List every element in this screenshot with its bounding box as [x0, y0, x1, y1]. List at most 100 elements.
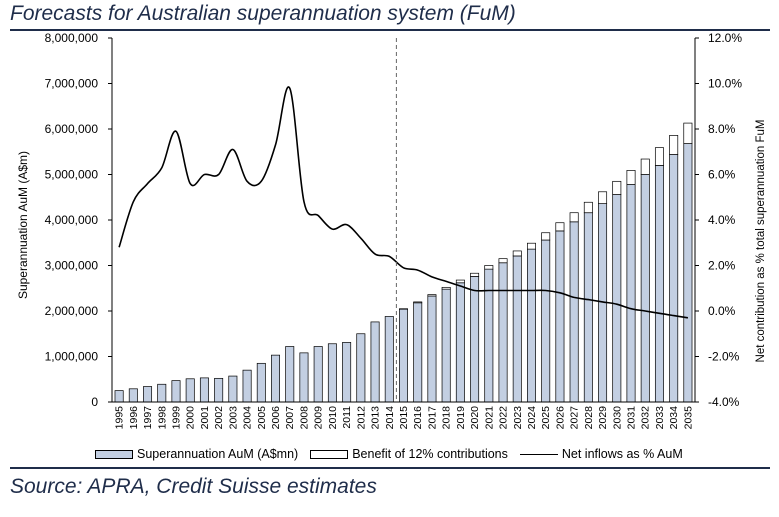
x-tick-label: 2035: [682, 406, 694, 430]
x-tick-label: 2005: [256, 406, 268, 430]
bar-aum: [114, 390, 124, 403]
y-tick-label: 1,000,000: [45, 350, 99, 364]
bar-benefit: [527, 242, 536, 250]
bar-aum: [214, 377, 224, 403]
bar-aum: [470, 276, 480, 403]
title-rule: [10, 29, 770, 31]
y-axis-label: Superannuation AuM (A$m): [16, 151, 30, 299]
bar-benefit: [413, 301, 423, 304]
x-tick-label: 2022: [498, 406, 510, 430]
bar-aum: [399, 308, 408, 403]
legend-swatch-inflows: [519, 453, 558, 455]
x-tick-label: 2024: [526, 406, 538, 430]
bar-aum: [356, 333, 366, 403]
x-tick-label: 2033: [654, 406, 666, 430]
x-tick-label: 2025: [540, 406, 552, 430]
y2-axis-label: Net contribution as % total superannuati…: [755, 120, 767, 363]
x-tick-label: 2031: [626, 406, 638, 430]
legend-label-inflows: Net inflows as % AuM: [561, 447, 683, 461]
bar-benefit: [669, 135, 679, 155]
y-tick-label: 3,000,000: [45, 259, 99, 273]
bar-aum: [626, 184, 636, 403]
x-tick-label: 2013: [370, 406, 382, 430]
x-tick-label: 1995: [114, 406, 126, 430]
chart-area: 0 1,000,000 2,000,000 3,000,000 4,000,000 5,0…: [16, 31, 767, 430]
bar-benefit: [626, 170, 636, 185]
bar-aum: [143, 386, 153, 403]
bar-aum: [555, 230, 565, 403]
bar-aum: [157, 383, 167, 403]
x-tick-label: 2008: [299, 406, 311, 430]
bar-benefit: [427, 294, 437, 297]
bar-benefit: [541, 232, 551, 241]
bar-benefit: [569, 212, 579, 223]
bar-aum: [313, 346, 323, 403]
y2-tick-label: 10.0%: [708, 77, 742, 91]
source-rule: [10, 467, 770, 469]
bar-aum: [669, 154, 679, 403]
x-tick-label: 2018: [441, 406, 453, 430]
y-axis-ticks: 0 1,000,000 2,000,000 3,000,000 4,000,000 5,0…: [45, 31, 112, 409]
y-tick-label: 6,000,000: [45, 122, 99, 136]
x-tick-label: 2014: [384, 406, 396, 430]
x-tick-label: 2017: [426, 406, 438, 430]
x-tick-label: 1997: [142, 406, 154, 430]
x-tick-label: 2015: [398, 406, 410, 430]
legend-item-aum: Superannuation AuM (A$mn): [95, 447, 298, 461]
bar-benefit: [654, 147, 664, 166]
bar-aum: [384, 316, 394, 403]
bar-aum: [242, 369, 252, 403]
x-tick-label: 2006: [270, 406, 282, 430]
bar-benefit: [555, 222, 565, 232]
x-tick-label: 2012: [355, 406, 367, 430]
bar-benefit: [612, 180, 622, 195]
bar-aum: [484, 268, 494, 403]
x-tick-label: 2010: [327, 406, 339, 430]
bar-aum: [413, 302, 423, 403]
x-tick-label: 1996: [128, 406, 140, 430]
bar-aum: [654, 165, 664, 403]
bar-benefit: [470, 272, 480, 277]
x-tick-label: 2016: [412, 406, 424, 430]
x-tick-label: 2032: [640, 406, 652, 430]
chart-title: Forecasts for Australian superannuation …: [10, 2, 516, 25]
y-tick-label: 5,000,000: [45, 168, 99, 182]
y2-tick-label: 12.0%: [708, 31, 742, 45]
bar-aum: [569, 221, 579, 403]
x-tick-label: 1999: [171, 406, 183, 430]
bar-benefit: [598, 191, 608, 204]
x-tick-label: 2004: [242, 406, 254, 430]
bar-aum: [342, 342, 352, 403]
y2-tick-label: -4.0%: [708, 395, 740, 409]
net-inflows-line: [118, 86, 689, 319]
bar-aum: [498, 262, 508, 403]
x-tick-label: 2000: [185, 406, 197, 430]
x-tick-label: 2030: [611, 406, 623, 430]
x-tick-label: 2019: [455, 406, 467, 430]
bar-aum: [128, 388, 138, 403]
x-tick-label: 2007: [284, 406, 296, 430]
bar-aum: [185, 378, 195, 403]
x-tick-label: 2023: [512, 406, 524, 430]
legend-item-inflows: Net inflows as % AuM: [519, 447, 683, 461]
bar-aum: [427, 295, 437, 403]
y2-tick-label: 2.0%: [708, 259, 736, 273]
bar-aum: [256, 362, 266, 403]
bar-aum: [541, 239, 551, 403]
x-tick-label: 2003: [227, 406, 239, 430]
x-tick-label: 2027: [569, 406, 581, 430]
bar-aum: [455, 282, 465, 403]
bar-aum: [640, 174, 650, 403]
source-note: Source: APRA, Credit Suisse estimates: [10, 475, 377, 498]
legend-label-benefit: Benefit of 12% contributions: [352, 447, 508, 461]
x-tick-label: 2021: [483, 406, 495, 430]
benefit-group: [399, 122, 693, 310]
bar-aum: [612, 194, 622, 403]
bar-aum: [271, 354, 280, 403]
bar-aum: [441, 288, 451, 403]
y2-tick-label: 0.0%: [708, 304, 736, 318]
y-tick-label: 2,000,000: [45, 304, 99, 318]
bar-benefit: [484, 265, 494, 270]
x-tick-label: 2002: [213, 406, 225, 430]
y-tick-label: 0: [91, 395, 98, 409]
